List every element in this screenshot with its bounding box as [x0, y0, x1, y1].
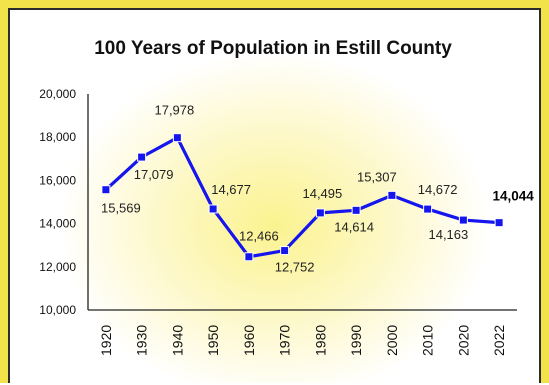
- data-point-marker: [101, 185, 111, 195]
- population-line: [104, 136, 500, 259]
- series-line: [104, 136, 500, 259]
- y-tick-labels: 10,000 12,000 14,000 16,000 18,000 20,000: [39, 87, 76, 317]
- data-point-marker: [458, 215, 468, 225]
- x-tick-label: 2010: [420, 325, 436, 356]
- y-tick-label: 20,000: [39, 87, 76, 101]
- x-tick-label: 1930: [134, 325, 150, 356]
- x-tick-label: 2022: [491, 325, 507, 356]
- x-tick-label: 2020: [455, 325, 471, 356]
- x-tick-label: 2000: [384, 325, 400, 356]
- data-label: 14,614: [334, 219, 374, 234]
- data-point-marker: [315, 208, 325, 218]
- data-point-marker: [244, 252, 254, 262]
- data-point-marker: [280, 246, 290, 256]
- data-point-marker: [172, 133, 182, 143]
- chart-panel: 100 Years of Population in Estill County…: [8, 8, 541, 383]
- x-tick-label: 1970: [277, 325, 293, 356]
- data-label: 12,752: [275, 260, 315, 275]
- data-label: 14,672: [418, 182, 458, 197]
- x-tick-labels: 1920 1930 1940 1950 1960 1970 1980 1990 2000 2010…: [98, 325, 507, 356]
- data-point-marker: [351, 205, 361, 215]
- y-tick-label: 16,000: [39, 173, 76, 187]
- x-tick-label: 1950: [205, 325, 221, 356]
- y-tick-label: 10,000: [39, 303, 76, 317]
- data-point-marker: [208, 204, 218, 214]
- data-labels: 15,569 17,079 17,978 14,677 12,466 12,752 14,4…: [101, 103, 534, 275]
- series-markers: [101, 133, 504, 262]
- data-label: 14,044: [492, 189, 534, 204]
- x-tick-label: 1940: [169, 325, 185, 356]
- x-tick-label: 1960: [241, 325, 257, 356]
- data-label: 12,466: [239, 229, 279, 244]
- line-chart: 100 Years of Population in Estill County…: [39, 38, 534, 356]
- data-point-marker: [494, 218, 504, 228]
- x-tick-label: 1980: [312, 325, 328, 356]
- data-point-marker: [423, 204, 433, 214]
- data-label: 14,495: [302, 186, 342, 201]
- data-label: 15,307: [357, 169, 397, 184]
- chart-axes: [87, 94, 517, 311]
- chart-title: 100 Years of Population in Estill County: [94, 38, 452, 59]
- x-tick-label: 1920: [98, 325, 114, 356]
- data-point-marker: [137, 152, 147, 162]
- y-tick-label: 12,000: [39, 260, 76, 274]
- data-label: 14,677: [211, 182, 251, 197]
- data-label: 17,079: [134, 167, 174, 182]
- y-tick-label: 18,000: [39, 130, 76, 144]
- x-tick-label: 1990: [348, 325, 364, 356]
- data-label: 17,978: [154, 103, 194, 118]
- data-label: 14,163: [428, 227, 468, 242]
- y-tick-label: 14,000: [39, 217, 76, 231]
- data-label: 15,569: [101, 201, 141, 216]
- data-point-marker: [387, 190, 397, 200]
